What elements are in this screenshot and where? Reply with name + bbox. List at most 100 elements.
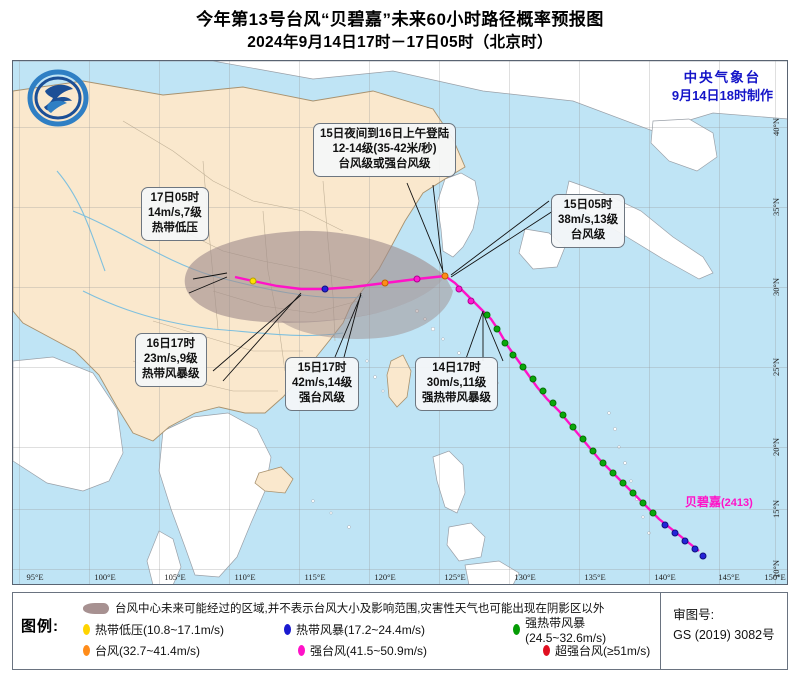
legend-row-1: 热带低压(10.8~17.1m/s) 热带风暴(17.2~24.4m/s) 强热…	[83, 616, 656, 645]
callout-line-1: 15日05时	[563, 199, 613, 211]
track-point-observed[interactable]	[579, 435, 587, 443]
cone-swatch-icon	[83, 602, 109, 614]
agency-name: 中央气象台	[683, 70, 762, 85]
severe-typhoon-dot-icon	[298, 645, 305, 656]
audit-label: 审图号:	[673, 608, 715, 622]
callout-line-2: 14m/s,7级	[148, 207, 202, 219]
lat-tick-35: 35°N	[770, 197, 781, 217]
track-point-observed[interactable]	[493, 325, 501, 333]
track-point-observed[interactable]	[519, 363, 527, 371]
legend-cone-note-row: 台风中心未来可能经过的区域,并不表示台风大小及影响范围,灾害性天气也可能出现在阴…	[83, 599, 656, 617]
title-subtitle: 2024年9月14日17时－17日05时（北京时）	[247, 34, 553, 51]
callout-line-1: 17日05时	[150, 192, 200, 204]
gridline-lon-135	[579, 61, 580, 584]
legend-panel: 图例: 台风中心未来可能经过的区域,并不表示台风大小及影响范围,灾害性天气也可能…	[12, 592, 788, 670]
callout-line-1: 15日夜间到16日上午登陆	[320, 128, 450, 140]
land-malay	[146, 530, 182, 584]
track-point-observed[interactable]	[619, 479, 627, 487]
legend-label: 热带低压(10.8~17.1m/s)	[95, 623, 225, 637]
tropical-storm-dot-icon	[284, 624, 292, 635]
lon-tick-120: 120°E	[374, 572, 396, 582]
callout-line-3: 台风级	[570, 229, 606, 241]
track-point-observed[interactable]	[691, 545, 699, 553]
gridline-lat-25	[13, 367, 787, 368]
track-point-observed[interactable]	[467, 297, 475, 305]
track-point-observed[interactable]	[609, 469, 617, 477]
storm-number-text: (2413)	[721, 497, 753, 509]
agency-stamp: 中央气象台 9月14日18时制作	[672, 69, 773, 105]
legend-label: 热带风暴(17.2~24.4m/s)	[296, 623, 426, 637]
gridline-lon-140	[649, 61, 650, 584]
gridline-lon-150	[775, 61, 776, 584]
lon-tick-140: 140°E	[654, 572, 676, 582]
callout-line-3: 强台风级	[299, 392, 346, 404]
severe-tropical-storm-dot-icon	[513, 624, 521, 635]
land-hainan	[254, 466, 294, 494]
legend-item-typhoon: 台风(32.7~41.4m/s)	[83, 642, 298, 659]
callout-line-1: 16日17时	[146, 338, 196, 350]
page-title: 今年第13号台风“贝碧嘉”未来60小时路径概率预报图 2024年9月14日17时…	[0, 8, 800, 54]
legend-item-super-typhoon: 超强台风(≥51m/s)	[543, 642, 650, 659]
lon-tick-95: 95°E	[26, 572, 44, 582]
gridline-lon-130	[509, 61, 510, 584]
callout-line-2: 38m/s,13级	[558, 214, 619, 226]
map-canvas[interactable]: 中央气象台 9月14日18时制作 15日夜间到16日上午登陆 12-14级(35…	[12, 60, 788, 585]
tropical-depression-dot-icon	[83, 624, 90, 635]
gridline-lat-20	[13, 447, 787, 448]
gridline-lon-125	[439, 61, 440, 584]
forecast-point-typhoon-landfall[interactable]	[381, 279, 389, 287]
track-point-observed[interactable]	[699, 552, 707, 560]
forecast-point-severe-typhoon-15d17[interactable]	[413, 275, 421, 283]
track-point-observed[interactable]	[539, 387, 547, 395]
callout-line-1: 15日17时	[297, 362, 347, 374]
gridline-lon-145	[719, 61, 720, 584]
track-point-observed[interactable]	[649, 509, 657, 517]
forecast-cone	[184, 230, 445, 323]
callout-line-2: 12-14级(35-42米/秒)	[332, 143, 437, 155]
callout-16d17[interactable]: 16日17时 23m/s,9级 热带风暴级	[135, 333, 207, 387]
callout-15d05[interactable]: 15日05时 38m/s,13级 台风级	[551, 194, 626, 248]
gridline-lon-95	[19, 61, 20, 584]
lon-tick-130: 130°E	[514, 572, 536, 582]
track-point-observed[interactable]	[559, 411, 567, 419]
legend-title: 图例:	[21, 618, 59, 635]
lat-tick-30: 30°N	[770, 277, 781, 297]
track-point-observed[interactable]	[509, 351, 517, 359]
track-point-observed[interactable]	[681, 537, 689, 545]
track-point-observed[interactable]	[599, 459, 607, 467]
lon-tick-115: 115°E	[304, 572, 326, 582]
callout-line-3: 热带风暴级	[142, 368, 200, 380]
lat-tick-15: 15°N	[770, 499, 781, 519]
forecast-cone-lower	[281, 276, 453, 340]
track-point-observed[interactable]	[501, 339, 509, 347]
callout-17d05[interactable]: 17日05时 14m/s,7级 热带低压	[141, 187, 209, 241]
gridline-lat-15	[13, 509, 787, 510]
callout-14d17[interactable]: 14日17时 30m/s,11级 强热带风暴级	[415, 357, 498, 411]
legend-row-2: 台风(32.7~41.4m/s) 强台风(41.5~50.9m/s) 超强台风(…	[83, 640, 656, 661]
track-point-current[interactable]	[483, 311, 491, 319]
callout-landfall[interactable]: 15日夜间到16日上午登陆 12-14级(35-42米/秒) 台风级或强台风级	[313, 123, 457, 177]
track-point-observed[interactable]	[639, 499, 647, 507]
lon-tick-145: 145°E	[718, 572, 740, 582]
land-mindanao	[464, 560, 520, 584]
callout-15d17[interactable]: 15日17时 42m/s,14级 强台风级	[285, 357, 360, 411]
track-point-observed[interactable]	[549, 399, 557, 407]
forecast-point-typhoon-15d05[interactable]	[441, 272, 449, 280]
track-point-observed[interactable]	[671, 529, 679, 537]
forecast-point-tropical-storm-16d17[interactable]	[321, 285, 329, 293]
land-luzon	[432, 450, 466, 514]
track-point-observed[interactable]	[529, 375, 537, 383]
track-point-observed[interactable]	[589, 447, 597, 455]
track-point-observed[interactable]	[661, 521, 669, 529]
track-point-observed[interactable]	[629, 489, 637, 497]
track-point-observed[interactable]	[569, 423, 577, 431]
super-typhoon-dot-icon	[543, 645, 550, 656]
legend-item-severe-typhoon: 强台风(41.5~50.9m/s)	[298, 642, 543, 659]
land-north	[13, 61, 787, 132]
land-japan-hokkaido	[650, 118, 718, 172]
land-taiwan	[386, 354, 412, 408]
typhoon-dot-icon	[83, 645, 90, 656]
track-point-observed[interactable]	[455, 285, 463, 293]
forecast-point-tropical-depression-17d05[interactable]	[249, 277, 257, 285]
callout-line-2: 23m/s,9级	[143, 353, 198, 365]
